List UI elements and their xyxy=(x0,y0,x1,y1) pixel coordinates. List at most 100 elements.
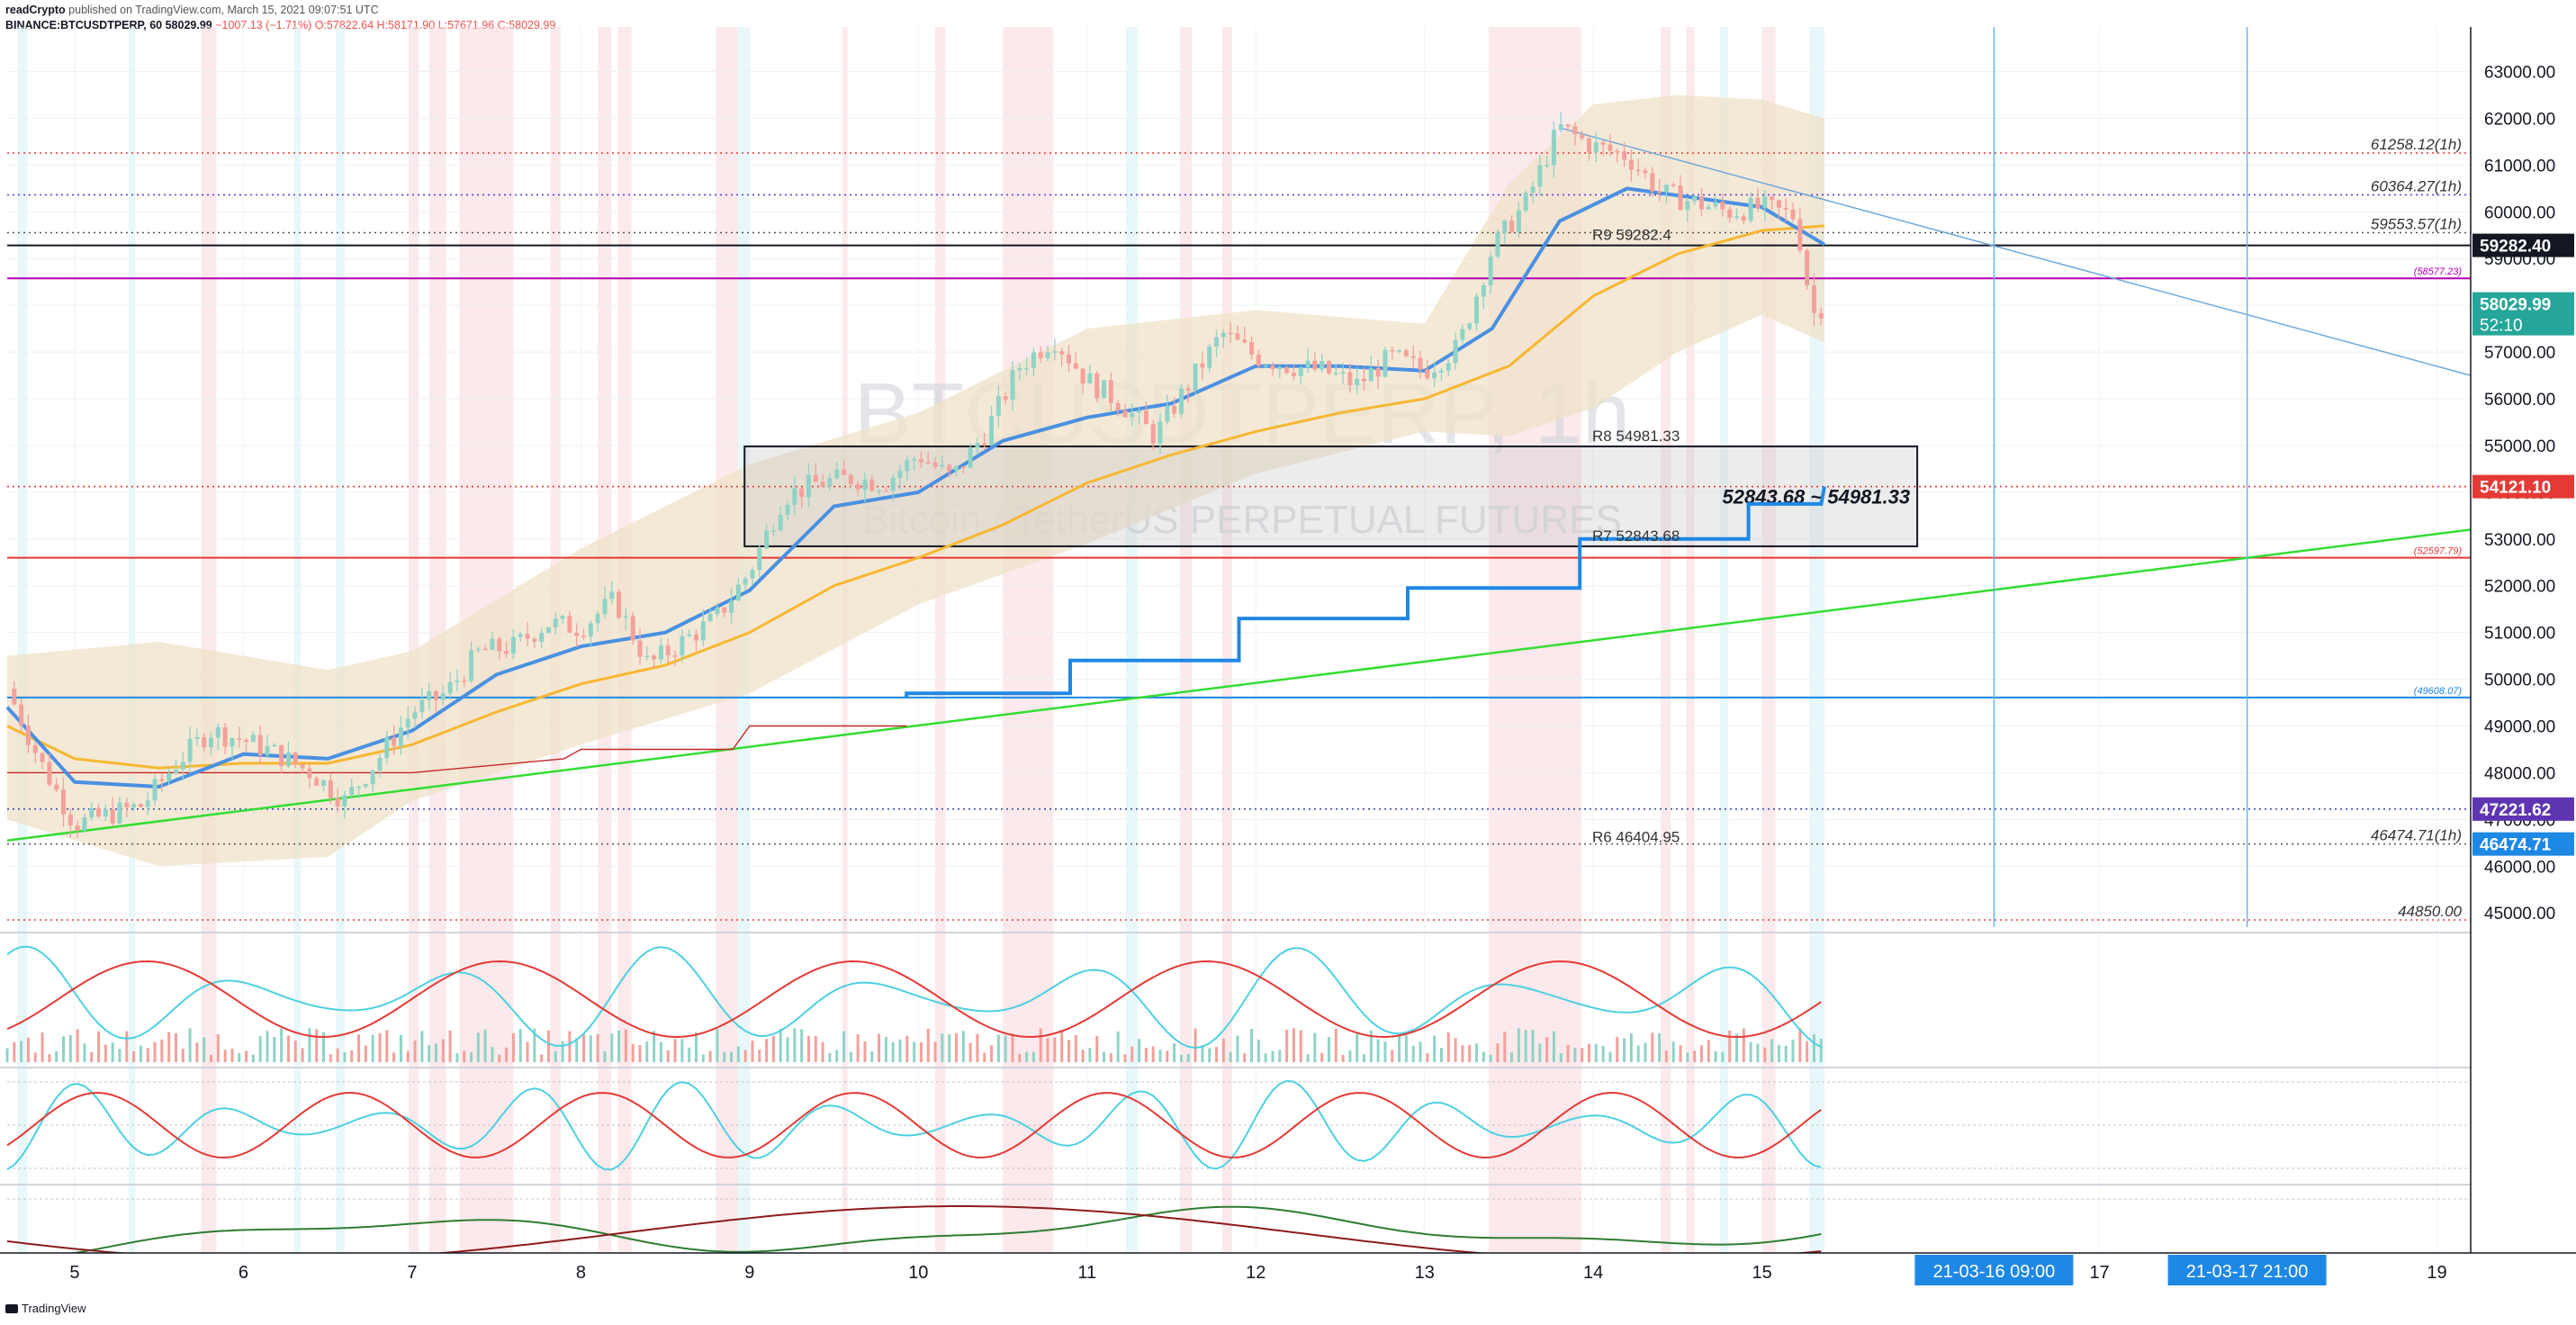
session-band xyxy=(17,27,28,1278)
candle-body xyxy=(237,738,242,740)
volume-bar xyxy=(1144,1048,1148,1062)
volume-bar xyxy=(1510,1052,1514,1062)
tradingview-footer[interactable]: TradingView xyxy=(5,1302,86,1315)
volume-bar xyxy=(1018,1053,1022,1062)
volume-bar xyxy=(1531,1029,1535,1062)
volume-bar xyxy=(160,1039,164,1062)
volume-bar xyxy=(540,1054,544,1062)
volume-bar xyxy=(716,1028,719,1062)
candle-body xyxy=(1207,346,1212,368)
candle-body xyxy=(1326,361,1331,374)
volume-bar xyxy=(5,1048,9,1062)
pivot-label: R8 54981.33 xyxy=(1592,428,1680,445)
session-band xyxy=(1125,27,1139,1278)
volume-bar xyxy=(245,1050,248,1062)
volume-bar xyxy=(933,1041,937,1062)
volume-bar xyxy=(1060,1030,1064,1062)
volume-bar xyxy=(1587,1043,1590,1062)
candle-body xyxy=(54,784,59,790)
candle-body xyxy=(265,745,270,755)
price-tick: 61000.00 xyxy=(2484,157,2555,176)
candle-body xyxy=(462,681,467,682)
author[interactable]: readCrypto xyxy=(5,4,66,16)
volume-bar xyxy=(1601,1046,1605,1062)
volume-bar xyxy=(216,1033,220,1062)
volume-bar xyxy=(617,1030,621,1062)
volume-bar xyxy=(1398,1035,1401,1062)
volume-bar xyxy=(68,1034,72,1062)
volume-bar xyxy=(1138,1039,1141,1062)
volume-bar xyxy=(273,1036,276,1062)
candle-body xyxy=(455,681,460,682)
candle-body xyxy=(1130,412,1135,418)
ema-fast-line xyxy=(5,186,1826,789)
volume-bar xyxy=(1320,1052,1324,1062)
candle-body xyxy=(1797,219,1803,251)
candle-body xyxy=(1643,170,1648,174)
volume-bar xyxy=(1299,1030,1302,1062)
tradingview-brand: TradingView xyxy=(22,1302,86,1315)
volume-bar xyxy=(1679,1045,1682,1062)
candle-body xyxy=(806,474,811,498)
candle-body xyxy=(1200,363,1205,368)
candle-body xyxy=(405,718,410,728)
candle-body xyxy=(1762,196,1768,209)
candle-body xyxy=(1790,209,1796,220)
price-badge-label: 47221.62 xyxy=(2480,801,2551,820)
volume-bar xyxy=(1728,1030,1732,1062)
volume-bar xyxy=(624,1029,627,1062)
price-chart[interactable]: BTCUSDTPERP, 1h Bitcoin / TetherUS PERPE… xyxy=(0,27,2576,1323)
volume-bar xyxy=(1742,1028,1745,1062)
resistance-step-line xyxy=(905,486,1826,699)
candle-body xyxy=(47,762,52,785)
candle-body xyxy=(1059,351,1065,355)
volume-bar xyxy=(561,1041,564,1062)
candle-body xyxy=(447,681,453,694)
candle-body xyxy=(953,466,959,472)
price-badge-label: 54121.10 xyxy=(2480,479,2551,498)
bollinger-fill xyxy=(7,95,1824,867)
price-tick: 53000.00 xyxy=(2484,531,2555,550)
session-band xyxy=(1761,27,1776,1278)
volume-bar xyxy=(1376,1039,1380,1062)
volume-bar xyxy=(1250,1028,1254,1062)
volume-bar xyxy=(1256,1039,1260,1062)
candle-body xyxy=(377,758,383,771)
candle-body xyxy=(215,727,221,738)
horizontal-levels[interactable]: 61258.12(1h) 60364.27(1h) 59553.57(1h) (585… xyxy=(7,136,2471,921)
candle-body xyxy=(1685,201,1690,211)
candle-body xyxy=(1495,232,1500,257)
volume-bar xyxy=(33,1052,37,1062)
candle-body xyxy=(1663,185,1669,193)
volume-bar xyxy=(251,1054,255,1062)
volume-bar xyxy=(961,1031,965,1062)
volume-bar xyxy=(806,1035,810,1062)
candle-body xyxy=(778,514,783,531)
price-badge-label: 46474.71 xyxy=(2480,836,2552,855)
volume-bar xyxy=(603,1050,607,1062)
volume-bar xyxy=(203,1037,206,1062)
price-tick: 50000.00 xyxy=(2484,672,2555,690)
candle-body xyxy=(743,578,748,585)
level-label: (58577.23) xyxy=(2414,266,2463,277)
resistance-box[interactable]: 52843.68 ~ 54981.33 xyxy=(743,445,1919,547)
candle-body xyxy=(1017,367,1022,371)
volume-bar xyxy=(1229,1051,1232,1062)
volume-bar xyxy=(1749,1041,1752,1062)
candle-body xyxy=(1340,372,1346,374)
time-axis-bg xyxy=(0,1253,2576,1287)
candle-body xyxy=(975,443,980,448)
candle-body xyxy=(1460,329,1465,340)
volume-bar xyxy=(968,1042,972,1062)
volume-bar xyxy=(575,1038,579,1062)
candle-body xyxy=(617,591,622,618)
candle-body xyxy=(335,798,340,807)
candle-body xyxy=(1545,165,1550,167)
price-tick: 46000.00 xyxy=(2484,858,2555,877)
volume-bar xyxy=(364,1045,367,1062)
volume-bar xyxy=(392,1052,396,1062)
symbol-line[interactable]: BINANCE:BTCUSDTPERP, 60 xyxy=(5,19,163,32)
candle-body xyxy=(848,474,853,484)
volume-bar xyxy=(336,1048,339,1062)
candle-body xyxy=(25,726,31,745)
